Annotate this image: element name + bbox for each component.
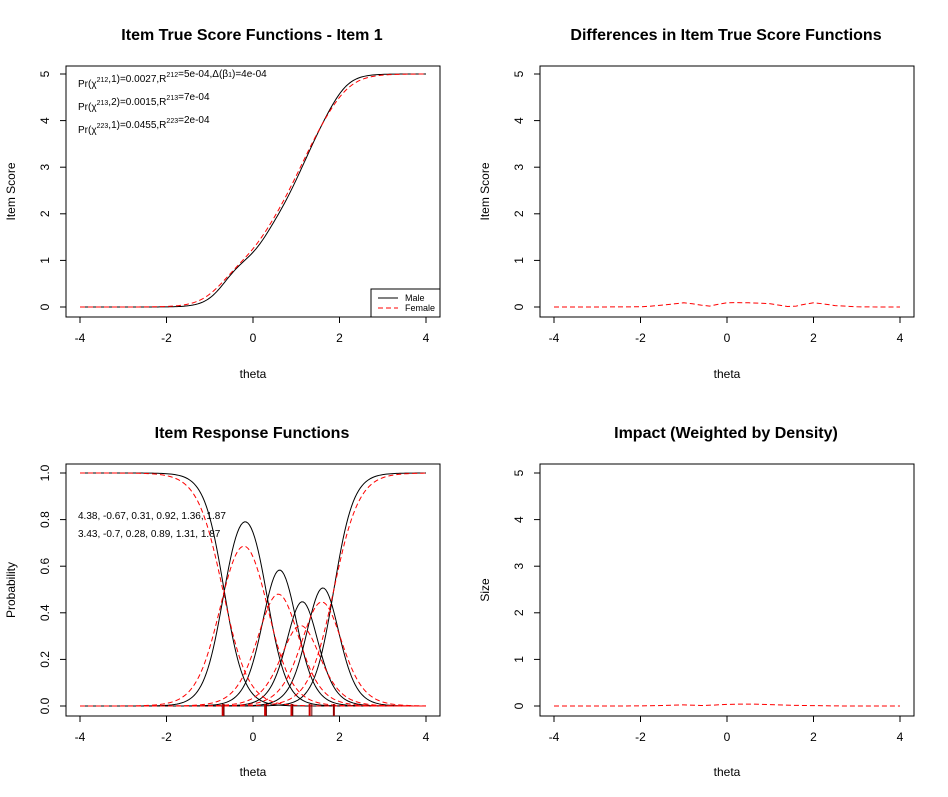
chart-title: Item Response Functions: [155, 425, 350, 442]
series-line-female: [80, 73, 426, 308]
chart-panel-4: Impact (Weighted by Density) -4 -2 0 2 4 0 1 2 3 4…: [478, 425, 915, 779]
y-tick-label: 0: [512, 303, 526, 310]
y-axis-label: Item Score: [4, 162, 18, 220]
y-tick-label: 0: [512, 702, 526, 709]
x-tick-label: -2: [161, 730, 172, 744]
parameter-label: 3.43, -0.7, 0.28, 0.89, 1.31, 1.87: [78, 529, 221, 540]
y-tick-label: 3: [38, 164, 52, 171]
plot-frame: [539, 463, 915, 717]
y-tick-label: 1: [512, 656, 526, 663]
y-tick-label: 0.2: [38, 651, 52, 668]
y-tick-label: 5: [512, 70, 526, 77]
y-tick-label: 0.8: [38, 511, 52, 528]
y-tick-label: 4: [512, 117, 526, 124]
y-tick-label: 3: [512, 164, 526, 171]
y-axis-label: Size: [478, 578, 492, 602]
y-tick-label: 1.0: [38, 464, 52, 481]
chart-panel-3: Item Response Functions -4 -2 0 2 4 0.0 0.2 0.4 0…: [4, 425, 441, 779]
y-tick-label: 3: [512, 563, 526, 570]
x-tick-label: 4: [423, 331, 430, 345]
x-tick-label: 0: [724, 730, 731, 744]
legend-box: [370, 288, 441, 318]
irf-curve-male-cat2: [80, 569, 426, 707]
chart-panel-2: Differences in Item True Score Functions…: [478, 27, 915, 381]
chart-title: Impact (Weighted by Density): [614, 425, 838, 442]
x-tick-label: 2: [336, 331, 343, 345]
x-tick-label: 4: [423, 730, 430, 744]
y-tick-label: 2: [512, 609, 526, 616]
difference-line: [554, 302, 900, 308]
parameter-label: 4.38, -0.67, 0.31, 0.92, 1.36, 1.87: [78, 511, 226, 522]
chart-title: Item True Score Functions - Item 1: [121, 27, 382, 44]
x-axis-label: theta: [714, 367, 741, 381]
annotation-text: Pr(χ223,1)=0.0455,R223=2e-04: [78, 115, 210, 136]
x-tick-label: -4: [549, 730, 560, 744]
y-tick-label: 0.4: [38, 604, 52, 621]
irf-curve-female-cat1: [80, 545, 426, 707]
x-tick-label: 0: [250, 730, 257, 744]
x-axis-label: theta: [714, 765, 741, 779]
irf-curve-male-cat3: [80, 601, 426, 707]
chart-title: Differences in Item True Score Functions: [570, 27, 881, 44]
x-tick-label: -2: [635, 331, 646, 345]
irf-curve-male-cat5: [80, 472, 426, 707]
plot-frame: [65, 463, 441, 717]
plot-frame: [539, 65, 915, 318]
irf-curve-male-cat1: [80, 521, 426, 707]
y-tick-label: 5: [38, 70, 52, 77]
y-tick-label: 2: [38, 210, 52, 217]
x-tick-label: -4: [549, 331, 560, 345]
x-tick-label: 4: [897, 331, 904, 345]
irf-curve-female-cat2: [80, 593, 427, 707]
y-tick-label: 1: [512, 257, 526, 264]
legend-label: Female: [405, 303, 435, 313]
legend-label: Male: [405, 293, 425, 303]
chart-panel-1: Item True Score Functions - Item 1 -4 -2 0 2…: [4, 27, 441, 381]
y-tick-label: 2: [512, 210, 526, 217]
annotation-text: Pr(χ213,2)=0.0015,R213=7e-04: [78, 92, 210, 113]
y-axis-label: Item Score: [478, 162, 492, 220]
x-tick-label: 0: [250, 331, 257, 345]
x-tick-label: -2: [161, 331, 172, 345]
irf-curve-male-cat0: [80, 472, 426, 707]
y-tick-label: 4: [38, 117, 52, 124]
y-tick-label: 5: [512, 469, 526, 476]
x-axis-label: theta: [240, 765, 267, 779]
x-tick-label: 2: [810, 331, 817, 345]
irf-curve-female-cat5: [80, 472, 427, 707]
irf-curve-female-cat0: [80, 472, 426, 707]
x-tick-label: 2: [810, 730, 817, 744]
annotation-text: Pr(χ212,1)=0.0027,R212=5e-04,Δ(β1)=4e-04: [78, 69, 267, 90]
x-axis-label: theta: [240, 367, 267, 381]
x-tick-label: -2: [635, 730, 646, 744]
y-axis-label: Probability: [4, 562, 18, 618]
series-line-male: [80, 73, 427, 308]
x-tick-label: -4: [75, 331, 86, 345]
difference-line: [554, 703, 900, 707]
y-tick-label: 0: [38, 303, 52, 310]
x-tick-label: 2: [336, 730, 343, 744]
x-tick-label: 0: [724, 331, 731, 345]
irf-curve-male-cat4: [80, 587, 426, 707]
y-tick-label: 1: [38, 257, 52, 264]
x-tick-label: 4: [897, 730, 904, 744]
irf-curve-female-cat4: [80, 601, 427, 707]
x-tick-label: -4: [75, 730, 86, 744]
y-tick-label: 0.0: [38, 697, 52, 714]
y-tick-label: 4: [512, 516, 526, 523]
y-tick-label: 0.6: [38, 558, 52, 575]
